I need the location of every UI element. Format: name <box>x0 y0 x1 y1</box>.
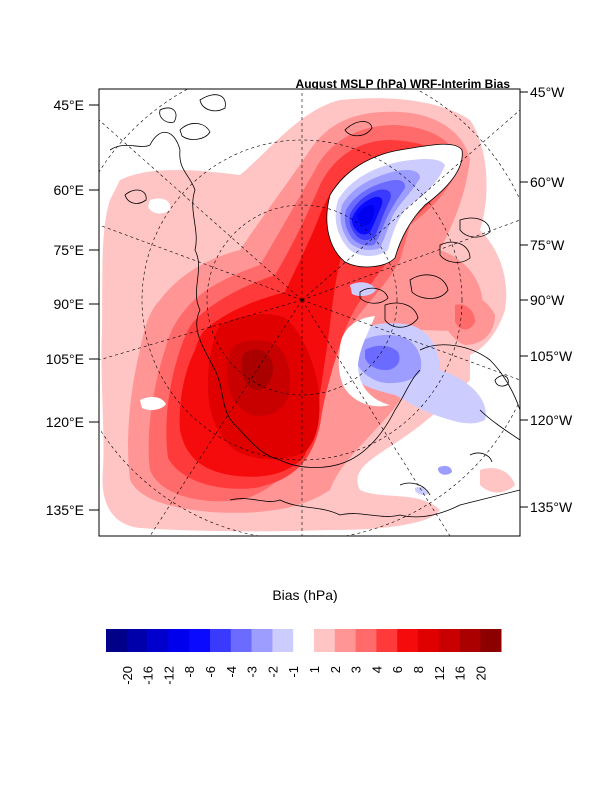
colorbar-level-label: -12 <box>161 666 176 685</box>
right-axis-tick-label: 135°W <box>530 499 573 515</box>
colorbar-level-label: -2 <box>265 666 280 678</box>
negative-bias-field <box>326 144 486 495</box>
colorbar-swatch <box>210 629 232 652</box>
colorbar-swatch <box>168 629 190 652</box>
colorbar-level-label: 1 <box>307 666 322 673</box>
chart-title: August MSLP (hPa) WRF-Interim Bias <box>296 77 511 91</box>
colorbar-level-label: -6 <box>203 666 218 678</box>
colorbar-swatch <box>376 629 398 652</box>
left-axis-tick-label: 90°E <box>53 296 84 312</box>
colorbar-level-label: 12 <box>432 666 447 680</box>
left-axis-tick-label: 135°E <box>46 502 84 518</box>
colorbar-swatch <box>314 629 336 652</box>
colorbar-level-label: 8 <box>411 666 426 673</box>
colorbar-swatch <box>459 629 481 652</box>
colorbar-swatch <box>230 629 252 652</box>
right-axis-tick-label: 45°W <box>530 84 565 100</box>
colorbar-level-label: -20 <box>120 666 135 685</box>
left-axis-tick-label: 105°E <box>46 351 84 367</box>
colorbar-swatch <box>147 629 169 652</box>
colorbar-swatch <box>272 629 294 652</box>
colorbar-swatch <box>438 629 460 652</box>
coastlines <box>109 94 520 518</box>
colorbar-swatch <box>397 629 419 652</box>
colorbar-swatch <box>189 629 211 652</box>
left-axis-tick-label: 60°E <box>53 182 84 198</box>
colorbar-title: Bias (hPa) <box>272 587 337 603</box>
right-axis-tick-label: 75°W <box>530 237 565 253</box>
colorbar-swatch <box>293 629 315 652</box>
colorbar-level-label: 4 <box>369 666 384 673</box>
colorbar-level-label: 3 <box>349 666 364 673</box>
map-plot-area <box>99 89 520 536</box>
right-axis-tick-label: 120°W <box>530 412 573 428</box>
colorbar-level-label: -16 <box>141 666 156 685</box>
colorbar-swatch <box>126 629 148 652</box>
left-axis-tick-label: 45°E <box>53 97 84 113</box>
colorbar-swatch <box>418 629 440 652</box>
right-axis: 45°W 60°W 75°W 90°W 105°W 120°W 135°W <box>520 84 573 515</box>
colorbar: -20 -16 -12 -8 -6 -4 -3 -2 -1 1 2 3 4 6 8 12 16 20 <box>106 629 502 685</box>
left-axis-tick-label: 75°E <box>53 242 84 258</box>
colorbar-swatch <box>355 629 377 652</box>
colorbar-level-label: -8 <box>182 666 197 678</box>
colorbar-level-label: 6 <box>390 666 405 673</box>
left-axis-tick-label: 120°E <box>46 414 84 430</box>
right-axis-tick-label: 105°W <box>530 348 573 364</box>
right-axis-tick-label: 60°W <box>530 174 565 190</box>
colorbar-level-label: -1 <box>286 666 301 678</box>
colorbar-swatch <box>106 629 128 652</box>
colorbar-swatch <box>334 629 356 652</box>
colorbar-swatch <box>251 629 273 652</box>
left-axis: 45°E 60°E 75°E 90°E 105°E 120°E 135°E <box>46 97 99 518</box>
colorbar-level-label: -4 <box>224 666 239 678</box>
colorbar-level-label: 2 <box>328 666 343 673</box>
colorbar-level-label: 20 <box>473 666 488 680</box>
colorbar-swatch <box>480 629 502 652</box>
plot-frame <box>98 88 521 537</box>
right-axis-tick-label: 90°W <box>530 292 565 308</box>
colorbar-level-label: 16 <box>453 666 468 680</box>
colorbar-level-label: -3 <box>245 666 260 678</box>
graticule <box>99 89 520 536</box>
